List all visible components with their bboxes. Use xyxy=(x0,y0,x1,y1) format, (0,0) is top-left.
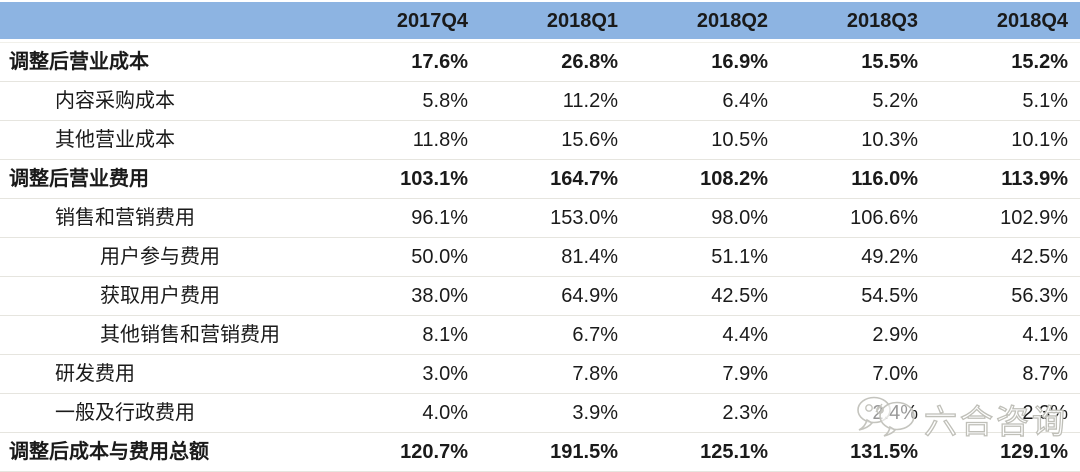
row-value: 15.2% xyxy=(1011,51,1068,73)
row-value: 6.7% xyxy=(572,324,618,346)
row-value: 7.8% xyxy=(572,363,618,385)
row-value: 4.1% xyxy=(1022,324,1068,346)
row-value: 26.8% xyxy=(561,51,618,73)
row-label: 其他销售和营销费用 xyxy=(100,324,280,346)
row-value: 10.5% xyxy=(711,129,768,151)
header-col-2018q4: 2018Q4 xyxy=(996,9,1068,32)
row-value: 11.8% xyxy=(412,129,468,151)
table-row: 其他营业成本 11.8% 15.6% 10.5% 10.3% 10.1% xyxy=(0,121,1080,160)
row-label: 研发费用 xyxy=(55,363,135,385)
row-value: 8.1% xyxy=(422,324,468,346)
row-value: 120.7% xyxy=(400,441,468,463)
row-value: 3.9% xyxy=(572,402,618,424)
row-value: 2.3% xyxy=(722,402,768,424)
row-value: 15.5% xyxy=(861,51,918,73)
row-value: 153.0% xyxy=(550,207,618,229)
table-header-row: 2017Q4 2018Q1 2018Q2 2018Q3 2018Q4 xyxy=(0,2,1080,39)
table-row: 获取用户费用 38.0% 64.9% 42.5% 54.5% 56.3% xyxy=(0,277,1080,316)
table-row: 用户参与费用 50.0% 81.4% 51.1% 49.2% 42.5% xyxy=(0,238,1080,277)
row-value: 16.9% xyxy=(711,51,768,73)
row-value: 42.5% xyxy=(1011,246,1068,268)
row-label: 销售和营销费用 xyxy=(55,207,195,229)
header-col-2018q2: 2018Q2 xyxy=(696,9,768,32)
row-value: 3.0% xyxy=(422,363,468,385)
table-row: 其他销售和营销费用 8.1% 6.7% 4.4% 2.9% 4.1% xyxy=(0,316,1080,355)
row-value: 11.2% xyxy=(562,90,618,112)
row-value: 56.3% xyxy=(1011,285,1068,307)
row-value: 5.2% xyxy=(872,90,918,112)
row-label: 一般及行政费用 xyxy=(55,402,195,424)
row-label: 调整后成本与费用总额 xyxy=(9,441,209,463)
row-value: 116.0% xyxy=(851,168,918,190)
row-value: 2.9% xyxy=(872,324,918,346)
row-value: 2.4% xyxy=(872,402,918,424)
row-value: 10.1% xyxy=(1011,129,1068,151)
row-value: 164.7% xyxy=(550,168,618,190)
table-row: 调整后营业成本 17.6% 26.8% 16.9% 15.5% 15.2% xyxy=(0,43,1080,82)
row-value: 5.1% xyxy=(1022,90,1068,112)
row-value: 4.4% xyxy=(722,324,768,346)
row-value: 7.0% xyxy=(872,363,918,385)
row-value: 96.1% xyxy=(411,207,468,229)
row-value: 4.0% xyxy=(422,402,468,424)
header-col-2018q1: 2018Q1 xyxy=(546,9,618,32)
row-value: 102.9% xyxy=(1000,207,1068,229)
row-value: 108.2% xyxy=(700,168,768,190)
row-value: 113.9% xyxy=(1001,168,1068,190)
row-value: 131.5% xyxy=(850,441,918,463)
row-value: 49.2% xyxy=(861,246,918,268)
table-body: 调整后营业成本 17.6% 26.8% 16.9% 15.5% 15.2% 内容… xyxy=(0,42,1080,472)
header-col-2017q4: 2017Q4 xyxy=(396,9,468,32)
row-value: 42.5% xyxy=(711,285,768,307)
row-value: 2.3% xyxy=(1022,402,1068,424)
row-label: 调整后营业费用 xyxy=(9,168,149,190)
row-value: 191.5% xyxy=(550,441,618,463)
row-value: 103.1% xyxy=(400,168,468,190)
row-value: 81.4% xyxy=(561,246,618,268)
table-row: 销售和营销费用 96.1% 153.0% 98.0% 106.6% 102.9% xyxy=(0,199,1080,238)
row-value: 6.4% xyxy=(722,90,768,112)
row-value: 7.9% xyxy=(722,363,768,385)
table-row: 研发费用 3.0% 7.8% 7.9% 7.0% 8.7% xyxy=(0,355,1080,394)
row-value: 98.0% xyxy=(711,207,768,229)
table-row: 一般及行政费用 4.0% 3.9% 2.3% 2.4% 2.3% xyxy=(0,394,1080,433)
row-label: 用户参与费用 xyxy=(100,246,220,268)
row-label: 内容采购成本 xyxy=(55,90,175,112)
row-value: 129.1% xyxy=(1000,441,1068,463)
row-value: 54.5% xyxy=(861,285,918,307)
row-value: 106.6% xyxy=(850,207,918,229)
row-value: 5.8% xyxy=(422,90,468,112)
table-row: 调整后成本与费用总额 120.7% 191.5% 125.1% 131.5% 1… xyxy=(0,433,1080,472)
row-value: 51.1% xyxy=(711,246,768,268)
row-value: 10.3% xyxy=(861,129,918,151)
row-label: 调整后营业成本 xyxy=(9,51,149,73)
row-value: 15.6% xyxy=(561,129,618,151)
table-row: 内容采购成本 5.8% 11.2% 6.4% 5.2% 5.1% xyxy=(0,82,1080,121)
row-value: 8.7% xyxy=(1022,363,1068,385)
header-col-2018q3: 2018Q3 xyxy=(846,9,918,32)
row-label: 其他营业成本 xyxy=(55,129,175,151)
row-value: 17.6% xyxy=(411,51,468,73)
row-value: 64.9% xyxy=(561,285,618,307)
row-label: 获取用户费用 xyxy=(100,285,220,307)
table-row: 调整后营业费用 103.1% 164.7% 108.2% 116.0% 113.… xyxy=(0,160,1080,199)
row-value: 50.0% xyxy=(411,246,468,268)
row-value: 125.1% xyxy=(700,441,768,463)
row-value: 38.0% xyxy=(411,285,468,307)
